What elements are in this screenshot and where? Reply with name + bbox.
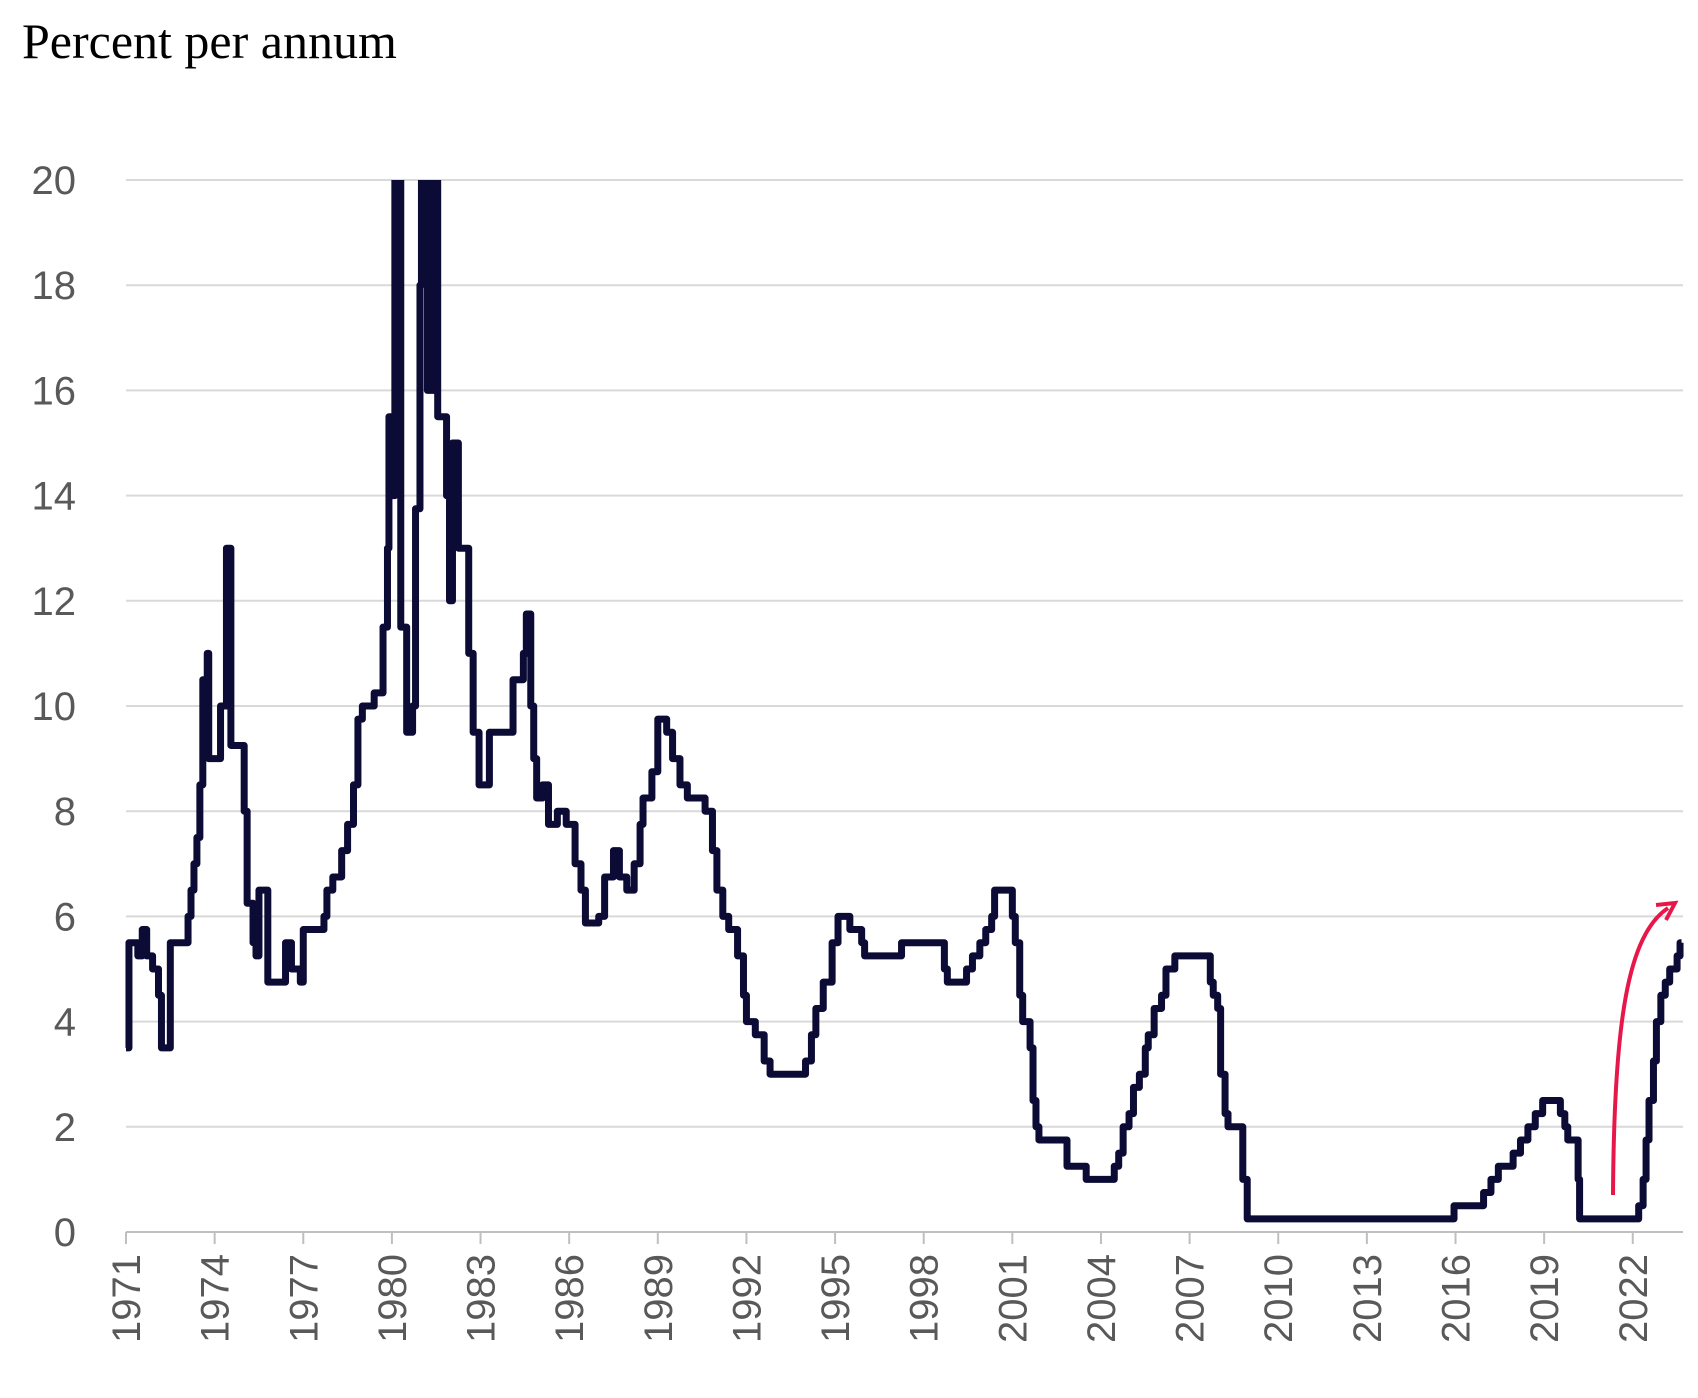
x-tick-label: 1977 xyxy=(282,1254,326,1343)
y-tick-label: 4 xyxy=(54,1001,76,1045)
x-tick-label: 2013 xyxy=(1346,1254,1390,1343)
y-tick-label: 6 xyxy=(54,895,76,939)
annotation-arrow xyxy=(1611,906,1670,1196)
x-tick-label: 1992 xyxy=(725,1254,769,1343)
x-tick-label: 2001 xyxy=(991,1254,1035,1343)
x-tick-label: 1983 xyxy=(460,1254,504,1343)
x-tick-label: 1986 xyxy=(548,1254,592,1343)
x-tick-label: 1998 xyxy=(903,1254,947,1343)
y-tick-label: 18 xyxy=(32,264,77,308)
x-tick-label: 1995 xyxy=(814,1254,858,1343)
plot-area xyxy=(125,180,1684,1223)
x-tick-label: 1980 xyxy=(371,1254,415,1343)
y-tick-label: 20 xyxy=(32,159,77,203)
y-tick-label: 12 xyxy=(32,580,77,624)
y-tick-label: 0 xyxy=(54,1211,76,1255)
x-tick-label: 2007 xyxy=(1169,1254,1213,1343)
x-tick-label: 1971 xyxy=(105,1254,149,1343)
chart-title: Percent per annum xyxy=(22,13,397,69)
x-tick-label: 2019 xyxy=(1523,1254,1567,1343)
y-tick-label: 14 xyxy=(32,475,77,519)
x-tick-label: 2010 xyxy=(1257,1254,1301,1343)
x-tick-label: 2016 xyxy=(1435,1254,1479,1343)
y-tick-label: 16 xyxy=(32,369,77,413)
x-tick-label: 2004 xyxy=(1080,1254,1124,1343)
y-tick-label: 10 xyxy=(32,685,77,729)
x-tick-label: 2022 xyxy=(1612,1254,1656,1343)
y-tick-label: 2 xyxy=(54,1106,76,1150)
x-tick-label: 1989 xyxy=(637,1254,681,1343)
x-tick-label: 1974 xyxy=(194,1254,238,1343)
y-tick-label: 8 xyxy=(54,790,76,834)
arrow-head xyxy=(1655,900,1679,921)
data-line xyxy=(125,180,1684,1223)
